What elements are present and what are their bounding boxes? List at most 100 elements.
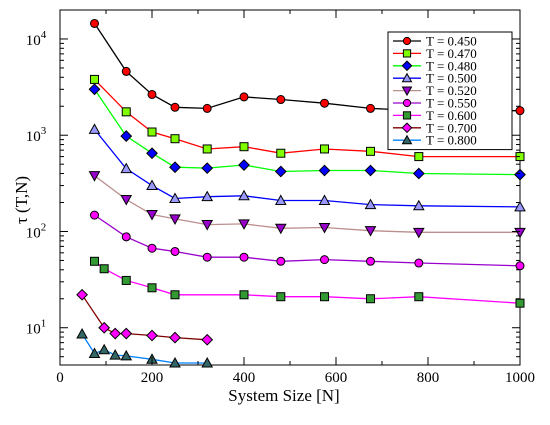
x-tick-label: 0 <box>56 370 64 386</box>
data-point <box>515 106 525 116</box>
data-point <box>276 256 286 266</box>
data-point <box>170 246 180 256</box>
data-point <box>320 98 329 108</box>
data-point <box>276 95 286 105</box>
data-point <box>146 147 158 160</box>
data-point <box>401 134 413 145</box>
data-point <box>147 127 157 137</box>
data-point <box>274 194 287 205</box>
series-line <box>94 260 521 304</box>
data-point <box>201 220 214 231</box>
data-point <box>170 102 180 112</box>
data-point <box>318 164 331 177</box>
series-4 <box>88 123 526 212</box>
data-point <box>239 252 249 262</box>
data-point <box>169 192 181 204</box>
y-axis-label: τ (T,N) <box>12 176 31 224</box>
data-point <box>121 275 131 285</box>
legend-entry: T = 0.450 <box>393 34 477 49</box>
x-tick-label: 400 <box>233 370 256 386</box>
data-point <box>99 264 109 274</box>
series-8 <box>76 288 214 346</box>
data-point <box>202 144 212 154</box>
data-point <box>239 290 249 300</box>
data-point <box>366 256 375 266</box>
data-point <box>238 189 250 201</box>
data-point <box>414 292 424 302</box>
data-point <box>90 210 99 220</box>
data-point <box>109 349 122 360</box>
data-point <box>98 321 111 334</box>
series-line <box>94 214 521 267</box>
data-point <box>276 148 286 158</box>
data-point <box>147 243 157 253</box>
legend-entry: T = 0.470 <box>393 46 477 61</box>
legend-entry: T = 0.520 <box>393 83 477 98</box>
legend-entry: T = 0.700 <box>393 120 477 135</box>
data-point <box>146 179 158 191</box>
data-point <box>146 329 158 342</box>
data-point <box>238 219 250 230</box>
x-axis-label: System Size [N] <box>228 386 339 405</box>
legend-label: T = 0.800 <box>426 133 477 148</box>
data-point <box>76 288 88 301</box>
x-tick-label: 800 <box>417 370 440 386</box>
data-point <box>170 290 180 300</box>
data-point <box>402 49 412 58</box>
data-point <box>88 83 101 96</box>
data-point <box>320 292 329 302</box>
data-point <box>169 356 181 368</box>
y-tick-label: 104 <box>26 29 47 49</box>
data-point <box>514 227 526 239</box>
data-point <box>238 159 250 171</box>
data-point <box>320 144 329 154</box>
data-point <box>121 232 131 242</box>
data-point <box>239 92 249 102</box>
data-point <box>201 356 214 368</box>
y-tick-label: 101 <box>26 318 47 338</box>
data-point <box>364 226 377 237</box>
data-point <box>147 89 157 99</box>
data-point <box>515 298 525 308</box>
data-point <box>515 261 525 271</box>
series-3 <box>88 83 526 181</box>
data-point <box>414 152 424 162</box>
data-point <box>402 98 412 108</box>
data-point <box>401 86 413 97</box>
data-point <box>169 331 181 344</box>
legend-label: T = 0.470 <box>426 46 477 61</box>
data-point <box>98 343 111 355</box>
x-tick-label: 600 <box>325 370 348 386</box>
legend-entry: T = 0.500 <box>393 71 477 86</box>
data-point <box>201 162 214 175</box>
series-5 <box>88 171 526 239</box>
data-point <box>320 255 329 265</box>
data-point <box>88 123 101 134</box>
data-point <box>401 60 413 72</box>
data-point <box>274 223 287 235</box>
data-point <box>202 252 212 262</box>
data-point <box>120 327 133 340</box>
data-point <box>414 258 424 268</box>
data-point <box>402 36 412 46</box>
legend-label: T = 0.600 <box>426 108 477 123</box>
legend-entry: T = 0.800 <box>393 133 477 148</box>
data-point <box>514 200 526 212</box>
data-point <box>120 349 133 361</box>
data-point <box>318 222 331 234</box>
y-tick-exponent: 3 <box>41 125 47 137</box>
legend-label: T = 0.700 <box>426 120 477 135</box>
data-point <box>401 122 413 134</box>
series-layer <box>76 18 526 368</box>
data-point <box>169 214 181 225</box>
data-point <box>202 103 212 113</box>
legend-entry: T = 0.480 <box>393 58 477 73</box>
data-point <box>364 164 377 177</box>
data-point <box>88 171 101 182</box>
y-tick-exponent: 4 <box>41 29 47 41</box>
legend-label: T = 0.550 <box>426 96 477 111</box>
data-point <box>109 327 122 340</box>
legend-entry: T = 0.600 <box>393 108 477 123</box>
